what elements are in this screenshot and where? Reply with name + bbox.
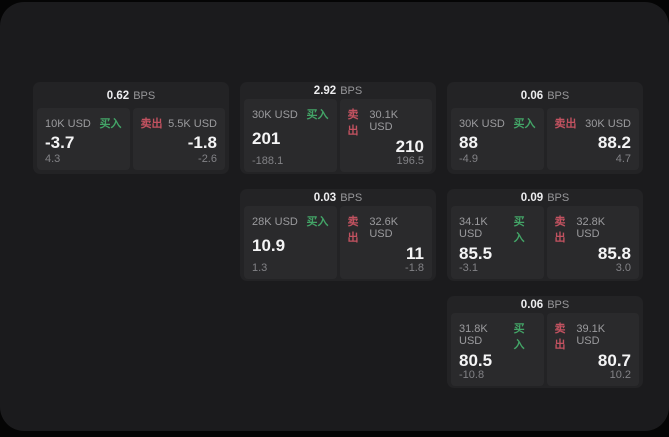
sell-tag: 卖出 [554, 323, 566, 351]
buy-amount: 30K USD [252, 109, 298, 121]
sell-amount: 30.1K USD [369, 109, 399, 133]
sell-delta: 196.5 [396, 155, 424, 167]
sell-panel[interactable]: 卖出 32.6K USD 11 -1.8 [339, 206, 432, 279]
card-header: 0.06 BPS [447, 296, 643, 311]
buy-price: 201 [252, 129, 281, 148]
buy-price: 88 [459, 132, 478, 152]
card-body: 30K USD 买入 88 -4.9 卖出 30K USD 88.2 4.7 [447, 106, 643, 174]
quote-card: 0.62 BPS 10K USD 买入 -3.7 4.3 卖出 5.5K USD [33, 82, 229, 174]
bps-value: 0.06 [520, 89, 544, 102]
card-body: 31.8K USD 买入 80.5 -10.8 卖出 39.1K USD 80.… [447, 311, 643, 390]
buy-panel[interactable]: 30K USD 买入 88 -4.9 [451, 108, 544, 170]
buy-delta: 1.3 [252, 262, 268, 274]
bps-unit: BPS [547, 89, 570, 102]
buy-delta: -10.8 [459, 369, 485, 381]
sell-price: 210 [395, 137, 424, 156]
buy-amount: 10K USD [45, 118, 91, 130]
card-header: 0.03 BPS [240, 189, 436, 204]
bps-value: 0.09 [520, 192, 544, 204]
buy-tag: 买入 [306, 216, 329, 228]
bps-unit: BPS [340, 192, 363, 204]
sell-panel[interactable]: 卖出 30.1K USD 210 196.5 [339, 99, 432, 172]
sell-tag: 卖出 [554, 118, 577, 130]
quote-card: 0.03 BPS 28K USD 买入 10.9 1.3 卖出 32.6K US… [240, 189, 436, 281]
sell-price: 88.2 [597, 132, 631, 152]
buy-panel[interactable]: 10K USD 买入 -3.7 4.3 [37, 108, 130, 170]
sell-delta: 3.0 [615, 262, 631, 274]
buy-tag: 买入 [513, 323, 525, 351]
buy-panel[interactable]: 30K USD 买入 201 -188.1 [244, 99, 337, 172]
sell-panel[interactable]: 卖出 5.5K USD -1.8 -2.6 [132, 108, 225, 170]
sell-tag: 卖出 [347, 216, 359, 244]
sell-delta: 10.2 [609, 369, 631, 381]
card-header: 0.62 BPS [33, 82, 229, 106]
bps-unit: BPS [340, 85, 363, 97]
buy-tag: 买入 [513, 216, 525, 244]
buy-tag: 买入 [513, 118, 536, 130]
sell-tag: 卖出 [140, 118, 163, 130]
buy-amount: 34.1K USD [459, 216, 488, 240]
sell-amount: 30K USD [585, 118, 631, 130]
quote-card: 0.09 BPS 34.1K USD 买入 85.5 -3.1 卖出 32.8K… [447, 189, 643, 281]
quote-card: 2.92 BPS 30K USD 买入 201 -188.1 卖出 30.1K … [240, 82, 436, 174]
buy-delta: -3.1 [459, 262, 478, 274]
sell-amount: 5.5K USD [168, 118, 217, 130]
bps-unit: BPS [547, 299, 570, 311]
sell-price: 11 [406, 244, 424, 263]
card-body: 30K USD 买入 201 -188.1 卖出 30.1K USD 210 1… [240, 97, 436, 176]
buy-price: -3.7 [45, 132, 75, 152]
buy-tag: 买入 [99, 118, 122, 130]
sell-panel[interactable]: 卖出 30K USD 88.2 4.7 [546, 108, 639, 170]
sell-panel[interactable]: 卖出 32.8K USD 85.8 3.0 [546, 206, 639, 279]
sell-amount: 39.1K USD [576, 323, 606, 347]
buy-delta: 4.3 [45, 153, 61, 165]
buy-amount: 31.8K USD [459, 323, 488, 347]
card-header: 0.06 BPS [447, 82, 643, 106]
buy-delta: -4.9 [459, 153, 478, 165]
card-body: 28K USD 买入 10.9 1.3 卖出 32.6K USD 11 -1.8 [240, 204, 436, 283]
buy-amount: 28K USD [252, 216, 298, 228]
sell-price: 85.8 [597, 244, 631, 263]
buy-panel[interactable]: 31.8K USD 买入 80.5 -10.8 [451, 313, 544, 386]
cards-grid: 0.62 BPS 10K USD 买入 -3.7 4.3 卖出 5.5K USD [33, 82, 643, 388]
bps-value: 0.06 [520, 299, 544, 311]
buy-price: 10.9 [252, 236, 286, 255]
sell-delta: 4.7 [615, 153, 631, 165]
sell-delta: -2.6 [198, 153, 217, 165]
sell-panel[interactable]: 卖出 39.1K USD 80.7 10.2 [546, 313, 639, 386]
card-body: 34.1K USD 买入 85.5 -3.1 卖出 32.8K USD 85.8… [447, 204, 643, 283]
buy-price: 85.5 [459, 244, 493, 263]
card-header: 0.09 BPS [447, 189, 643, 204]
sell-tag: 卖出 [347, 109, 359, 137]
buy-price: 80.5 [459, 351, 493, 370]
buy-amount: 30K USD [459, 118, 505, 130]
sell-price: -1.8 [187, 132, 217, 152]
sell-amount: 32.6K USD [369, 216, 399, 240]
buy-panel[interactable]: 28K USD 买入 10.9 1.3 [244, 206, 337, 279]
buy-panel[interactable]: 34.1K USD 买入 85.5 -3.1 [451, 206, 544, 279]
bps-value: 0.62 [106, 89, 130, 102]
sell-delta: -1.8 [405, 262, 424, 274]
bps-unit: BPS [133, 89, 156, 102]
quote-card: 0.06 BPS 30K USD 买入 88 -4.9 卖出 30K USD [447, 82, 643, 174]
buy-delta: -188.1 [252, 155, 284, 167]
sell-price: 80.7 [597, 351, 631, 370]
card-body: 10K USD 买入 -3.7 4.3 卖出 5.5K USD -1.8 -2.… [33, 106, 229, 174]
bps-value: 2.92 [313, 85, 337, 97]
quote-card: 0.06 BPS 31.8K USD 买入 80.5 -10.8 卖出 39.1… [447, 296, 643, 388]
card-header: 2.92 BPS [240, 82, 436, 97]
bps-value: 0.03 [313, 192, 337, 204]
bps-unit: BPS [547, 192, 570, 204]
sell-tag: 卖出 [554, 216, 566, 244]
sell-amount: 32.8K USD [576, 216, 606, 240]
buy-tag: 买入 [306, 109, 329, 121]
